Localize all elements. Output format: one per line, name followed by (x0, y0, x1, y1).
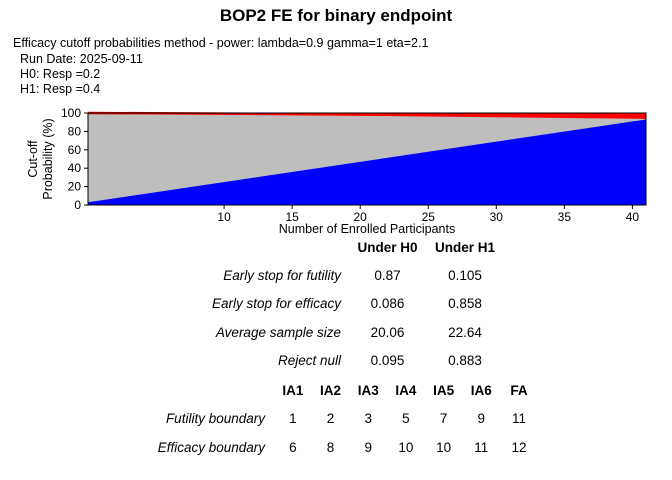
x-tick-label: 30 (490, 210, 504, 224)
y-tick-label: 80 (68, 124, 82, 138)
bd-value: 3 (364, 411, 372, 427)
column-header-ia5: IA5 (433, 382, 455, 398)
bd-value: 12 (511, 439, 527, 455)
oc-row-label: Early stop for efficacy (211, 296, 341, 312)
operating-characteristics-table: Under H0 Under H1 Early stop for futilit… (0, 233, 505, 375)
column-header-under-h0: Under H0 (357, 239, 418, 255)
bd-row-label: Futility boundary (165, 411, 265, 427)
plot-border (87, 112, 647, 206)
y-tick-label: 100 (61, 106, 81, 120)
oc-value: 20.06 (370, 324, 405, 340)
y-tick-label: 60 (68, 143, 82, 157)
x-tick-label: 35 (558, 210, 572, 224)
bd-value: 7 (439, 411, 448, 427)
boundary-table: IA1 IA2 IA3 IA4 IA5 IA6 FA Futility boun… (0, 376, 538, 462)
y-tick-label: 20 (68, 180, 82, 194)
bd-value: 10 (398, 439, 414, 455)
page-title: BOP2 FE for binary endpoint (219, 6, 453, 25)
bd-value: 9 (364, 439, 372, 455)
oc-value: 0.095 (370, 353, 405, 369)
bd-value: 10 (436, 439, 452, 455)
column-header-ia4: IA4 (395, 382, 417, 398)
y-tick-label: 40 (68, 161, 82, 175)
oc-row-label: Average sample size (215, 324, 341, 340)
oc-value: 0.883 (448, 353, 482, 369)
oc-value: 0.858 (448, 296, 482, 312)
x-tick-label: 20 (354, 210, 368, 224)
run-date-line: Run Date: 2025-09-11 (20, 52, 143, 66)
x-tick-label: 15 (285, 210, 299, 224)
column-header-fa: FA (510, 382, 528, 398)
method-line: Efficacy cutoff probabilities method - p… (13, 36, 429, 50)
x-tick-label: 10 (217, 210, 231, 224)
bd-value: 9 (477, 411, 486, 427)
column-header-ia3: IA3 (357, 382, 379, 398)
efficacy-cutoff-area (88, 113, 646, 118)
x-axis-label: Number of Enrolled Participants (278, 222, 456, 236)
column-header-ia6: IA6 (470, 382, 492, 398)
y-tick-label: 0 (74, 198, 81, 212)
bd-value: 8 (326, 439, 335, 455)
bd-row-label: Efficacy boundary (157, 439, 265, 455)
bd-value: 5 (402, 411, 410, 427)
y-axis-label-line1: Cut-off (26, 140, 40, 178)
bd-value: 11 (511, 411, 526, 427)
bd-value: 2 (326, 411, 335, 427)
column-header-ia1: IA1 (282, 382, 304, 398)
x-tick-label: 40 (626, 210, 640, 224)
h0-line: H0: Resp =0.2 (20, 67, 101, 81)
column-header-under-h1: Under H1 (434, 239, 495, 255)
bd-value: 11 (474, 439, 489, 455)
bd-value: 1 (289, 411, 297, 427)
oc-value: 0.086 (370, 296, 405, 312)
oc-value: 0.87 (374, 268, 401, 284)
column-header-ia2: IA2 (320, 382, 342, 398)
bd-value: 6 (289, 439, 297, 455)
futility-cutoff-line (87, 119, 647, 205)
cutoff-chart: 10 15 20 25 30 35 40 0 20 40 60 80 100 (61, 106, 647, 224)
h1-line: H1: Resp =0.4 (20, 82, 101, 96)
x-tick-label: 25 (422, 210, 436, 224)
oc-value: 0.105 (448, 268, 482, 284)
oc-row-label: Early stop for futility (223, 268, 341, 284)
oc-value: 22.64 (448, 324, 482, 340)
y-axis-label-line2: Probability (%) (41, 118, 55, 200)
oc-row-label: Reject null (277, 353, 341, 369)
